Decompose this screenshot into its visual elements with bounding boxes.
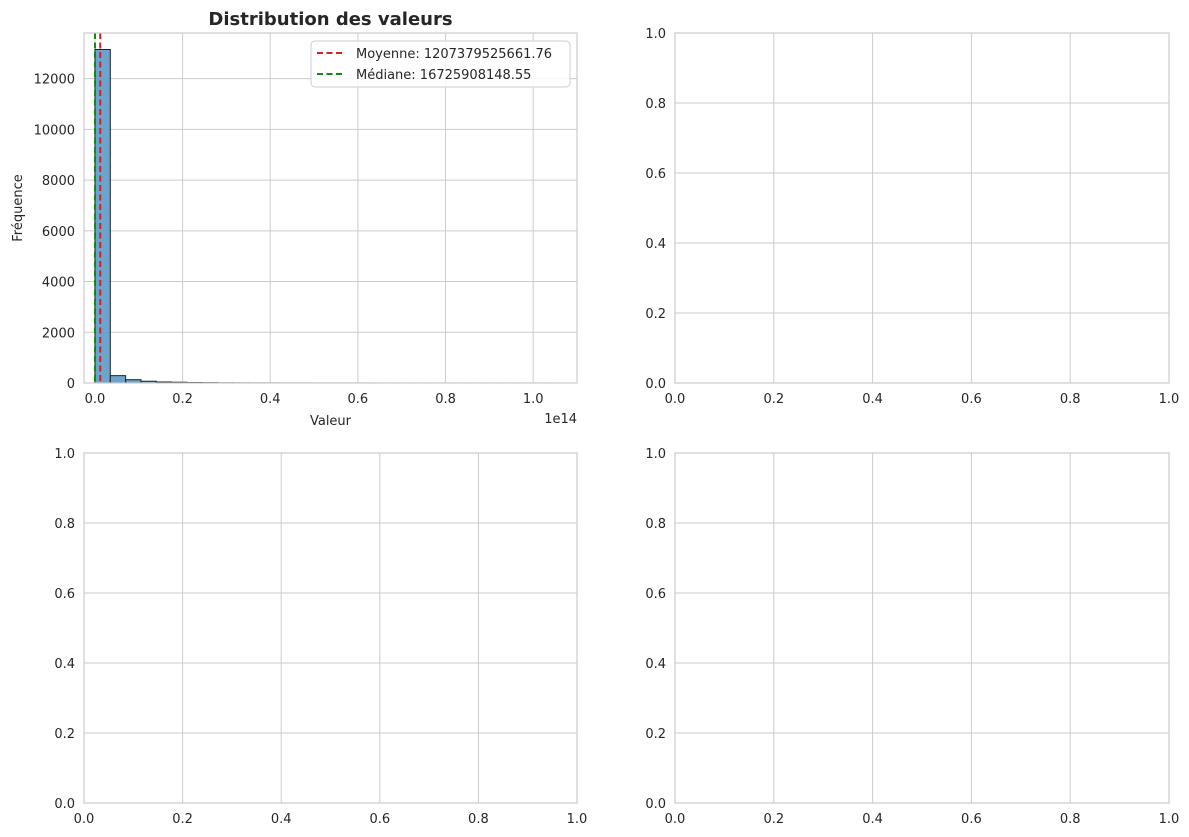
axes-background xyxy=(84,33,577,383)
y-tick-label: 0.0 xyxy=(54,797,75,812)
y-tick-label: 1.0 xyxy=(54,447,75,462)
histogram-bar xyxy=(109,375,127,384)
y-tick-label: 6000 xyxy=(42,225,75,240)
axes-background xyxy=(675,33,1169,383)
y-tick-label: 0 xyxy=(67,377,75,392)
legend: Moyenne: 1207379525661.76 Médiane: 167259… xyxy=(310,40,571,88)
x-tick-label: 0.0 xyxy=(665,392,686,407)
y-tick-label: 0.2 xyxy=(645,727,666,742)
axes-frame xyxy=(83,32,578,384)
x-tick-label: 0.4 xyxy=(260,392,281,407)
subplot-2: 0.0 0.2 0.4 0.6 0.8 1.0 0.0 0.2 0.4 0.6 0.8 1.0 xyxy=(645,27,1179,407)
x-tick-label: 0.2 xyxy=(172,392,193,407)
y-tick-label: 0.4 xyxy=(54,657,75,672)
y-tick-label: 0.8 xyxy=(54,517,75,532)
y-tick-label: 0.6 xyxy=(54,587,75,602)
y-tick-label: 0.8 xyxy=(645,97,666,112)
y-tick-label: 0.0 xyxy=(645,797,666,812)
x-tick-label: 0.0 xyxy=(74,812,95,827)
x-tick-label: 0.8 xyxy=(1060,812,1081,827)
chart-title: Distribution des valeurs xyxy=(208,9,452,30)
x-tick-label: 0.8 xyxy=(468,812,489,827)
x-offset-text: 1e14 xyxy=(544,412,577,427)
x-tick-label: 0.6 xyxy=(348,392,369,407)
y-tick-label: 1.0 xyxy=(645,27,666,42)
subplot-3: 0.0 0.2 0.4 0.6 0.8 1.0 0.0 0.2 0.4 0.6 0.8 1.0 xyxy=(54,447,587,827)
x-tick-label: 0.2 xyxy=(172,812,193,827)
legend-median-label: Médiane: 16725908148.55 xyxy=(356,68,531,83)
axes-background xyxy=(84,453,577,803)
x-tick-label: 0.2 xyxy=(763,812,784,827)
subplot-4: 0.0 0.2 0.4 0.6 0.8 1.0 0.0 0.2 0.4 0.6 0.8 1.0 xyxy=(645,447,1179,827)
x-tick-label: 0.4 xyxy=(271,812,292,827)
y-tick-label: 0.6 xyxy=(645,167,666,182)
x-tick-label: 0.0 xyxy=(85,392,106,407)
y-tick-label: 0.2 xyxy=(54,727,75,742)
x-axis-label: Valeur xyxy=(310,414,352,429)
axes-frame xyxy=(674,32,1170,384)
axes-frame xyxy=(674,452,1170,804)
y-tick-label: 0.8 xyxy=(645,517,666,532)
x-tick-label: 1.0 xyxy=(1159,392,1180,407)
y-tick-label: 4000 xyxy=(42,276,75,291)
x-tick-label: 0.6 xyxy=(961,392,982,407)
x-tick-label: 1.0 xyxy=(1159,812,1180,827)
y-tick-label: 0.4 xyxy=(645,237,666,252)
y-tick-label: 8000 xyxy=(42,174,75,189)
y-tick-label: 0.4 xyxy=(645,657,666,672)
x-tick-label: 0.8 xyxy=(435,392,456,407)
x-tick-label: 1.0 xyxy=(523,392,544,407)
histogram-bar xyxy=(94,48,111,384)
y-tick-label: 12000 xyxy=(34,73,75,88)
y-tick-label: 0.2 xyxy=(645,307,666,322)
y-tick-label: 2000 xyxy=(42,326,75,341)
legend-frame xyxy=(310,40,571,88)
axes-background xyxy=(675,453,1169,803)
gridlines xyxy=(84,33,577,384)
x-tick-label: 0.0 xyxy=(665,812,686,827)
x-tick-label: 0.8 xyxy=(1060,392,1081,407)
axes-frame xyxy=(83,452,578,804)
y-axis-label: Fréquence xyxy=(11,174,26,241)
x-tick-label: 1.0 xyxy=(567,812,588,827)
subplot-1: 0.0 0.2 0.4 0.6 0.8 1.0 0 2000 4000 6000 8000 10000… xyxy=(11,9,578,429)
x-tick-label: 0.6 xyxy=(369,812,390,827)
legend-mean-label: Moyenne: 1207379525661.76 xyxy=(356,47,552,62)
x-tick-label: 0.6 xyxy=(961,812,982,827)
y-tick-label: 0.6 xyxy=(645,587,666,602)
x-tick-label: 0.4 xyxy=(862,812,883,827)
y-tick-label: 10000 xyxy=(34,123,75,138)
y-tick-label: 1.0 xyxy=(645,447,666,462)
x-tick-label: 0.2 xyxy=(763,392,784,407)
x-tick-label: 0.4 xyxy=(862,392,883,407)
y-tick-label: 0.0 xyxy=(645,377,666,392)
